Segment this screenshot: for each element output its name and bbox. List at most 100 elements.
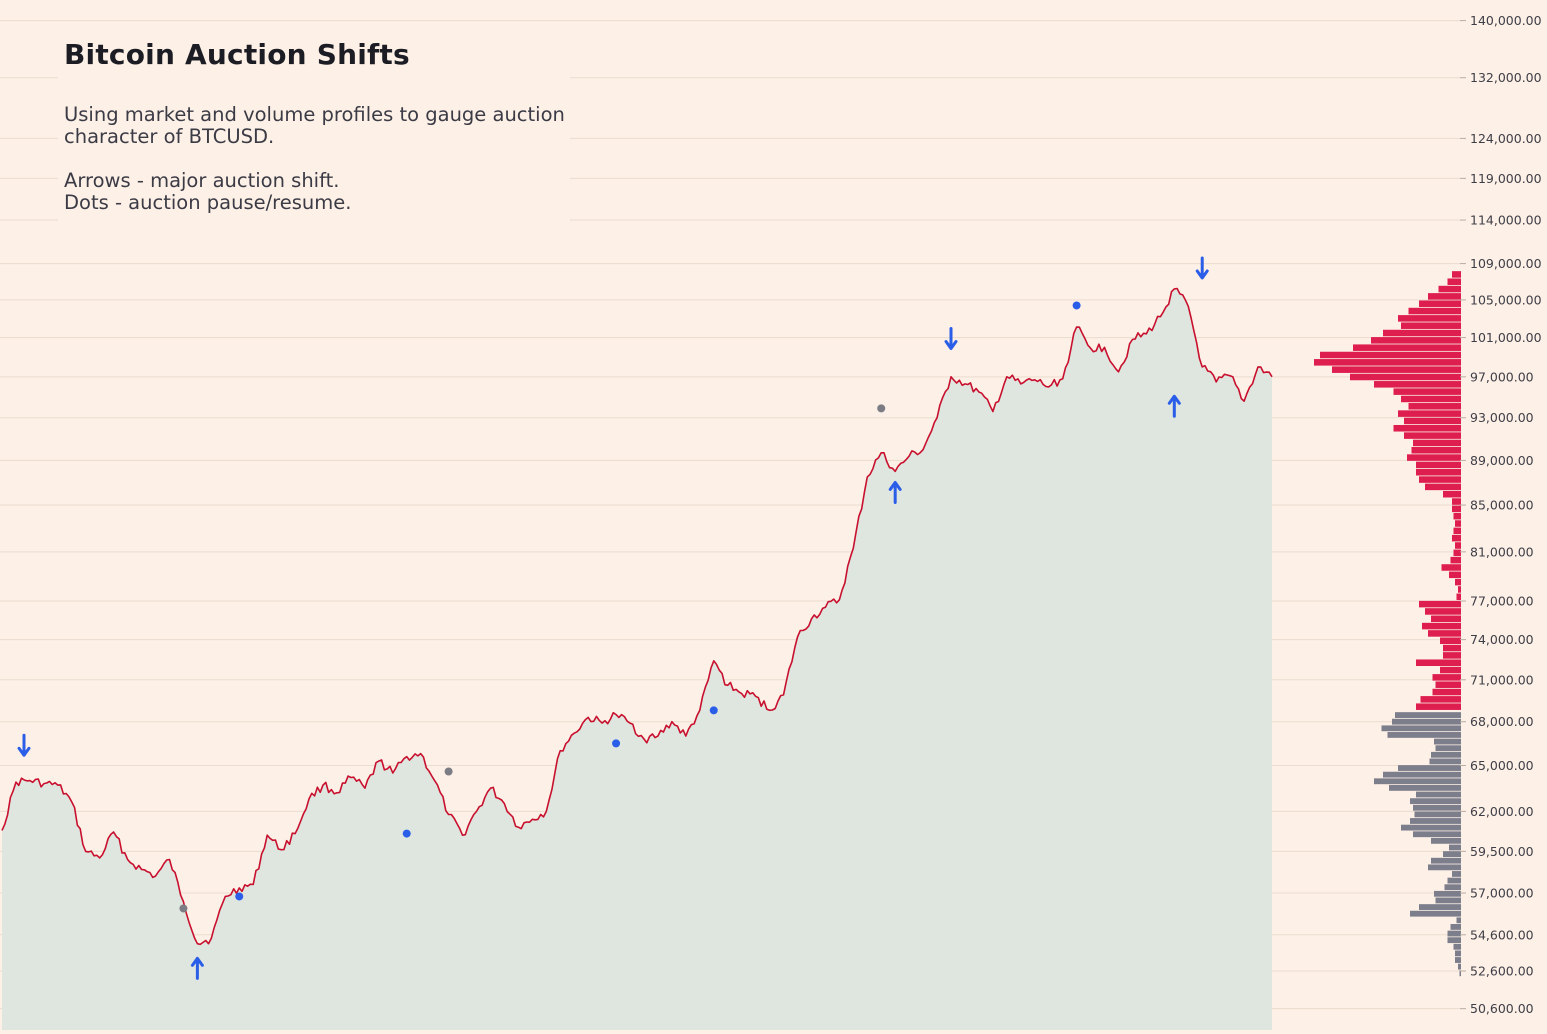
volume-bar [1395, 712, 1461, 718]
auction-pause-dot [179, 904, 188, 913]
y-tick-label: 54,600.00 [1470, 927, 1534, 942]
volume-bar [1435, 745, 1461, 752]
arrow-down-marker [944, 327, 958, 351]
volume-bar [1428, 630, 1461, 637]
volume-bar [1449, 844, 1461, 851]
volume-bar [1441, 564, 1461, 571]
y-tick-label: 71,000.00 [1470, 672, 1534, 687]
auction-pause-dot [235, 892, 244, 901]
volume-bar [1438, 285, 1461, 293]
volume-bar [1408, 307, 1461, 315]
volume-bar [1383, 771, 1461, 778]
volume-bar [1416, 703, 1461, 710]
volume-bar [1452, 505, 1461, 513]
volume-bar [1413, 831, 1461, 838]
volume-bar [1440, 637, 1461, 645]
y-tick-label: 52,600.00 [1470, 964, 1534, 979]
volume-bar [1398, 765, 1461, 771]
y-tick-label: 119,000.00 [1470, 171, 1542, 186]
volume-bar [1444, 884, 1461, 891]
auction-pause-dot [1072, 301, 1081, 310]
volume-bar [1314, 359, 1461, 366]
price-area-fill [2, 288, 1272, 1030]
volume-bar [1410, 910, 1461, 917]
y-tick-label: 59,500.00 [1470, 844, 1534, 859]
volume-bar [1440, 666, 1461, 674]
y-tick-label: 85,000.00 [1470, 498, 1534, 513]
volume-bar [1458, 963, 1461, 970]
volume-bar [1455, 578, 1461, 586]
description-text: Using market and volume profiles to gaug… [64, 104, 565, 148]
y-tick-label: 97,000.00 [1470, 369, 1534, 384]
volume-bar [1452, 871, 1461, 877]
y-axis: 140,000.00 132,000.00 124,000.00 119,000.00… [1460, 13, 1542, 1016]
volume-bar [1393, 388, 1461, 395]
y-tick-label: 93,000.00 [1470, 410, 1534, 425]
y-tick-label: 89,000.00 [1470, 453, 1534, 468]
volume-bar [1401, 395, 1461, 403]
volume-bar [1398, 315, 1461, 322]
y-tick-label: 101,000.00 [1470, 330, 1542, 345]
volume-bar [1453, 549, 1461, 557]
arrow-up-marker [888, 480, 902, 504]
volume-bar [1434, 738, 1461, 745]
volume-bar [1435, 681, 1461, 688]
auction-markers [17, 256, 1209, 980]
legend-arrows-note: Arrows - major auction shift. [64, 169, 340, 192]
volume-bar [1447, 930, 1461, 937]
volume-bar [1425, 608, 1461, 615]
volume-bar [1422, 622, 1461, 630]
volume-bar [1416, 791, 1461, 798]
volume-bar [1452, 271, 1461, 278]
volume-bar [1416, 659, 1461, 666]
volume-bar [1429, 758, 1461, 765]
volume-bar [1413, 439, 1461, 447]
y-tick-label: 114,000.00 [1470, 213, 1542, 228]
volume-bar [1450, 924, 1461, 930]
y-tick-label: 65,000.00 [1470, 758, 1534, 773]
volume-bar [1455, 520, 1461, 527]
y-tick-label: 68,000.00 [1470, 714, 1534, 729]
volume-bar [1381, 725, 1461, 732]
volume-bar [1398, 410, 1461, 417]
volume-bar [1350, 373, 1461, 381]
volume-bar [1431, 837, 1461, 844]
volume-bar [1453, 943, 1461, 950]
volume-bar [1432, 674, 1461, 681]
arrow-up-marker [1167, 394, 1181, 418]
volume-bar [1459, 970, 1461, 977]
volume-bar [1410, 818, 1461, 824]
volume-bar [1407, 454, 1461, 461]
volume-bar [1332, 366, 1461, 373]
y-tick-label: 74,000.00 [1470, 632, 1534, 647]
arrow-down-marker [1195, 256, 1209, 280]
volume-bar [1443, 490, 1461, 498]
volume-bar [1425, 483, 1461, 491]
volume-bar [1374, 381, 1461, 388]
volume-bar [1456, 593, 1461, 601]
volume-bar [1404, 417, 1461, 425]
volume-bar [1431, 857, 1461, 864]
volume-bar [1443, 644, 1461, 652]
annotation-backdrop [58, 28, 570, 226]
legend-text: Arrows - major auction shift. Dots - auc… [64, 170, 351, 214]
y-tick-label: 109,000.00 [1470, 256, 1542, 271]
volume-bar [1416, 468, 1461, 476]
description-line-2: character of BTCUSD. [64, 125, 275, 148]
volume-bar [1387, 732, 1461, 738]
y-tick-label: 77,000.00 [1470, 594, 1534, 609]
volume-bar [1408, 403, 1461, 410]
volume-bar [1353, 344, 1461, 351]
auction-pause-dot [709, 706, 718, 715]
auction-pause-dot [402, 829, 411, 838]
volume-bar [1410, 798, 1461, 805]
price-line [1, 287, 1273, 946]
volume-bar [1401, 824, 1461, 831]
y-tick-label: 124,000.00 [1470, 131, 1542, 146]
volume-bar [1420, 696, 1461, 703]
volume-bar [1435, 897, 1461, 904]
volume-bar [1447, 877, 1461, 884]
volume-bar [1450, 556, 1461, 564]
legend-dots-note: Dots - auction pause/resume. [64, 191, 352, 214]
